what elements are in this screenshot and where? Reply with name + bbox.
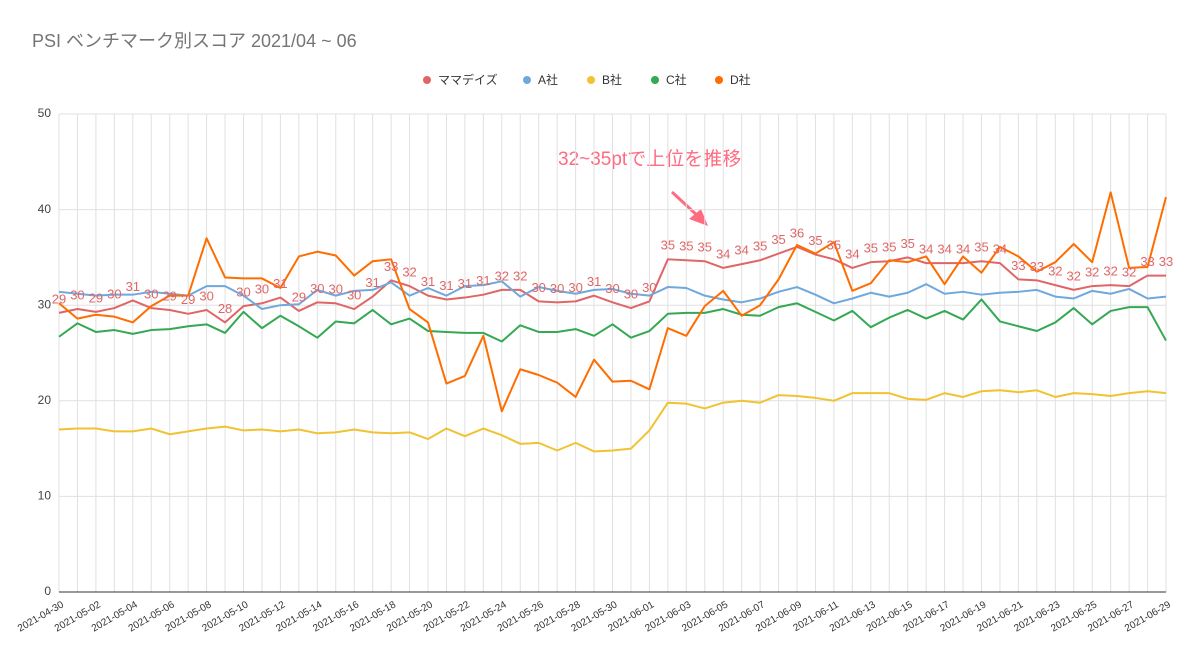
data-label: 30 (236, 285, 250, 300)
data-label: 30 (255, 282, 269, 297)
data-label: 30 (550, 281, 564, 296)
data-label: 31 (439, 278, 453, 293)
data-label: 29 (292, 289, 306, 304)
data-label: 34 (956, 242, 970, 257)
data-label: 31 (365, 275, 379, 290)
y-tick-label: 20 (38, 393, 52, 407)
data-label: 31 (421, 274, 435, 289)
data-label: 30 (568, 280, 582, 295)
legend-label: C社 (666, 72, 687, 87)
data-label: 30 (624, 287, 638, 302)
series-line (58, 280, 1167, 311)
data-label: 31 (458, 276, 472, 291)
data-label: 32 (1122, 265, 1136, 280)
data-label: 30 (70, 287, 84, 302)
legend-label: B社 (602, 72, 622, 87)
chart-title: PSI ベンチマーク別スコア 2021/04 ~ 06 (32, 31, 357, 51)
data-label: 31 (273, 276, 287, 291)
data-label: 33 (384, 259, 398, 274)
data-label: 32 (402, 265, 416, 280)
data-label: 30 (144, 287, 158, 302)
y-tick-label: 40 (38, 202, 52, 216)
series-line (58, 298, 1167, 343)
data-label: 29 (162, 288, 176, 303)
series-line (58, 245, 1166, 324)
data-label: 29 (89, 290, 103, 305)
data-label: 32 (495, 268, 509, 283)
legend-label: D社 (730, 72, 751, 87)
data-label: 31 (476, 273, 490, 288)
data-label: 34 (716, 246, 730, 261)
data-label: 35 (900, 236, 914, 251)
legend-swatch (423, 76, 431, 84)
legend-swatch (651, 76, 659, 84)
data-label: 33 (1140, 254, 1154, 269)
legend-swatch (523, 76, 531, 84)
data-label: 32 (513, 268, 527, 283)
legend-label: ママデイズ (438, 72, 498, 87)
data-label: 30 (310, 281, 324, 296)
data-label: 33 (1159, 254, 1173, 269)
legend-swatch (587, 76, 595, 84)
data-label: 30 (329, 282, 343, 297)
data-label: 35 (974, 240, 988, 255)
data-label: 35 (679, 239, 693, 254)
data-label: 29 (52, 291, 66, 306)
data-label: 31 (126, 279, 140, 294)
data-label: 35 (753, 239, 767, 254)
data-label: 34 (734, 243, 748, 258)
y-tick-label: 30 (38, 297, 52, 311)
y-tick-label: 50 (38, 106, 52, 120)
data-label: 35 (771, 232, 785, 247)
data-label: 34 (919, 242, 933, 257)
data-label: 30 (642, 280, 656, 295)
data-label: 34 (937, 242, 951, 257)
data-label: 32 (1048, 264, 1062, 279)
data-label: 29 (181, 292, 195, 307)
data-label: 35 (661, 238, 675, 253)
data-label: 36 (790, 225, 804, 240)
data-label: 32 (1103, 264, 1117, 279)
data-label: 34 (845, 246, 859, 261)
data-label: 30 (531, 280, 545, 295)
data-label: 34 (993, 242, 1007, 257)
data-label: 35 (864, 241, 878, 256)
data-label: 30 (199, 288, 213, 303)
data-label: 30 (107, 287, 121, 302)
data-label: 28 (218, 301, 232, 316)
data-label: 35 (827, 238, 841, 253)
data-label: 32 (1085, 265, 1099, 280)
series-line (58, 389, 1167, 453)
data-label: 33 (1011, 258, 1025, 273)
series-line (58, 191, 1167, 413)
legend-swatch (715, 76, 723, 84)
data-label: 33 (1030, 259, 1044, 274)
legend-label: A社 (538, 72, 558, 87)
data-label: 31 (587, 274, 601, 289)
data-label: 30 (605, 281, 619, 296)
data-label: 32 (1067, 268, 1081, 283)
data-label: 35 (808, 233, 822, 248)
data-label: 35 (698, 240, 712, 255)
y-tick-label: 0 (44, 584, 51, 598)
annotation-arrow (670, 190, 708, 226)
data-label: 35 (882, 240, 896, 255)
y-tick-label: 10 (38, 489, 52, 503)
data-label: 30 (347, 287, 361, 302)
